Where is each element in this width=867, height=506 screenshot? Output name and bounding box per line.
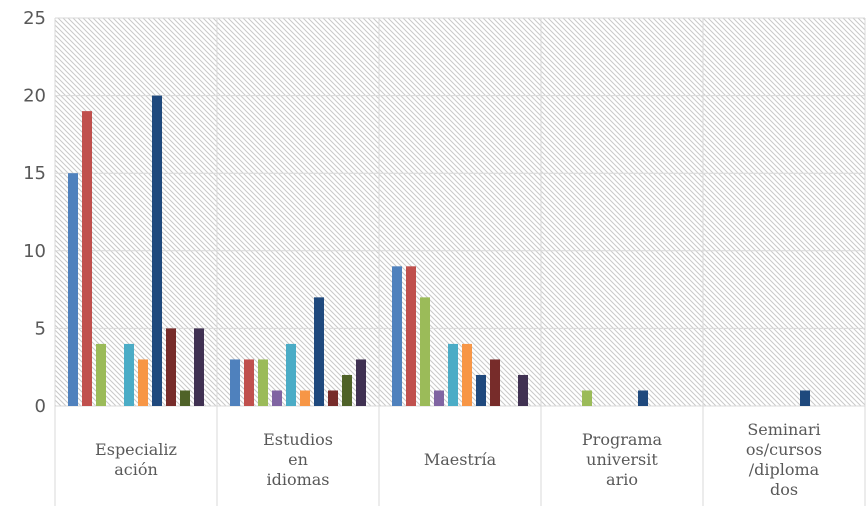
bar (448, 343, 458, 406)
x-category-label: Programa (582, 430, 663, 449)
y-tick-label: 15 (23, 163, 46, 184)
bar (800, 390, 810, 406)
x-category-label: dos (770, 480, 798, 499)
y-tick-label: 10 (23, 241, 46, 262)
x-category-label: Estudios (263, 430, 333, 449)
bar (286, 343, 296, 406)
bar (420, 297, 430, 406)
y-axis-ticks: 0 5 10 15 20 25 (23, 8, 46, 417)
bar (356, 359, 366, 406)
bar (314, 297, 324, 406)
bar (258, 359, 268, 406)
bar (490, 359, 500, 406)
bar (68, 173, 78, 406)
plot-area-background (55, 18, 865, 406)
bar (406, 266, 416, 406)
x-category-label: universit (586, 450, 658, 469)
bar (230, 359, 240, 406)
bar (194, 328, 204, 406)
x-category-label: Especializ (95, 440, 177, 459)
bar (82, 111, 92, 407)
bar (582, 390, 592, 406)
bar (518, 374, 528, 406)
bar (476, 374, 486, 406)
x-category-label: Seminari (747, 420, 820, 439)
bar (124, 343, 134, 406)
bar (138, 359, 148, 406)
bar (392, 266, 402, 406)
y-tick-label: 20 (23, 86, 46, 107)
bar (272, 390, 282, 406)
y-tick-label: 25 (23, 8, 46, 29)
y-tick-label: 0 (35, 396, 46, 417)
bar (342, 374, 352, 406)
bar (180, 390, 190, 406)
bar (434, 390, 444, 406)
bar (638, 390, 648, 406)
x-category-label: ario (606, 470, 638, 489)
x-category-label: idiomas (266, 470, 329, 489)
bar (96, 343, 106, 406)
x-category-label: /diploma (749, 460, 820, 479)
bar (300, 390, 310, 406)
bar (462, 343, 472, 406)
x-category-label: Maestría (424, 450, 497, 469)
bar (244, 359, 254, 406)
x-category-label: ación (114, 460, 158, 479)
x-category-label: en (288, 450, 308, 469)
bar (166, 328, 176, 406)
bars (68, 95, 810, 407)
bar (152, 95, 162, 406)
bar (328, 390, 338, 406)
x-category-label: os/cursos (746, 440, 822, 459)
y-tick-label: 5 (35, 318, 46, 339)
grid-lines (54, 17, 866, 506)
